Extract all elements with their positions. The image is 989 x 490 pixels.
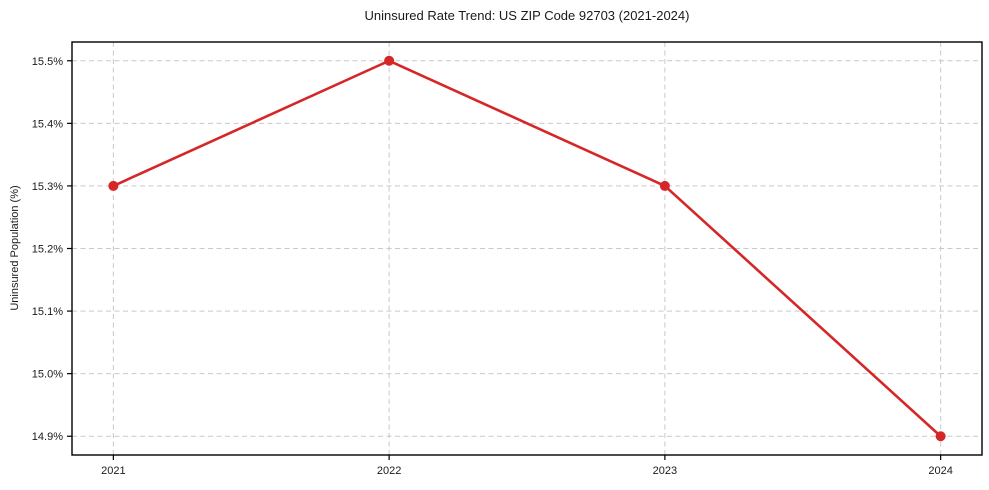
data-point-2023 <box>659 180 670 191</box>
y-tick-label: 15.2% <box>32 244 63 256</box>
data-point-2024 <box>935 431 946 442</box>
y-tick-label: 15.0% <box>32 369 63 381</box>
data-point-2021 <box>108 180 119 191</box>
x-tick-label: 2023 <box>653 465 677 477</box>
x-tick-label: 2021 <box>101 465 125 477</box>
x-tick-label: 2022 <box>377 465 401 477</box>
chart-title: Uninsured Rate Trend: US ZIP Code 92703 … <box>364 8 690 23</box>
y-tick-label: 15.4% <box>32 118 63 130</box>
y-tick-label: 15.5% <box>32 56 63 68</box>
y-tick-label: 15.1% <box>32 306 63 318</box>
y-axis-label: Uninsured Population (%) <box>9 185 21 311</box>
trend-line <box>112 59 942 438</box>
y-tick-label: 14.9% <box>32 431 63 443</box>
y-tick-label: 15.3% <box>32 181 63 193</box>
x-tick-label: 2024 <box>928 465 952 477</box>
data-point-2022 <box>384 55 395 66</box>
